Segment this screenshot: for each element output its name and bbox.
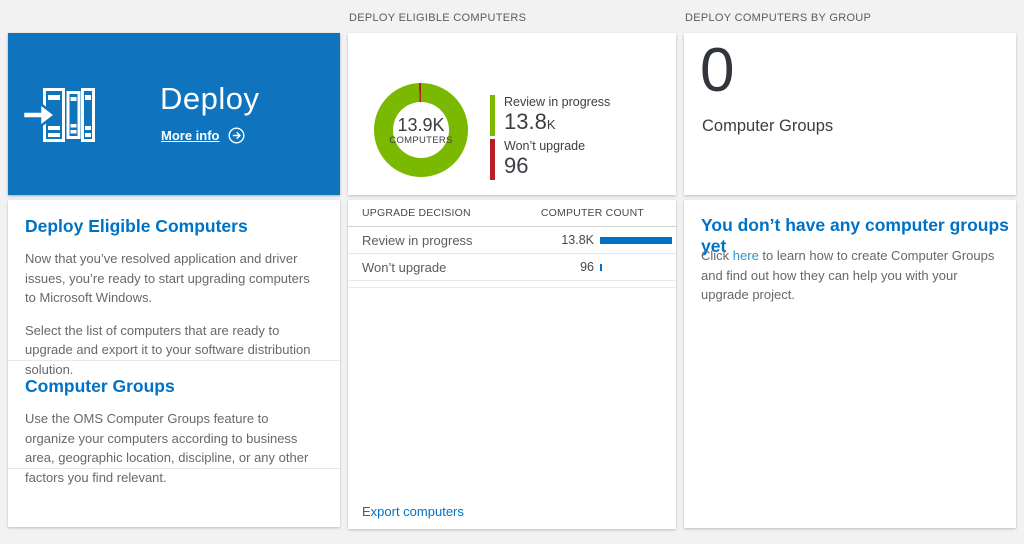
computer-groups-section: Computer Groups Use the OMS Computer Gro…: [8, 360, 339, 500]
section-header-computers-by-group: DEPLOY COMPUTERS BY GROUP: [685, 12, 872, 24]
table-row[interactable]: Won’t upgrade 96: [348, 254, 676, 281]
more-info-link[interactable]: More info: [161, 127, 245, 144]
arrow-circle-icon: [227, 127, 245, 144]
legend-label: Won’t upgrade: [504, 139, 586, 153]
computer-groups-summary-card[interactable]: 0 Computer Groups: [684, 33, 1016, 195]
deploy-eligible-paragraph-1: Now that you’ve resolved application and…: [25, 251, 310, 305]
row-count: 96: [580, 260, 594, 274]
eligible-computers-summary-card[interactable]: 13.9K COMPUTERS Review in progress 13.8K…: [348, 33, 676, 195]
computer-groups-count-label: Computer Groups: [702, 117, 834, 135]
legend-value: 13.8K: [504, 109, 556, 134]
text-after-link: to learn how to create Computer Groups a…: [701, 248, 995, 302]
legend-swatch-red: [490, 139, 495, 180]
computer-groups-count: 0: [700, 36, 735, 105]
here-link[interactable]: here: [732, 248, 759, 263]
deploy-info-card: Deploy Eligible Computers Now that you’v…: [8, 200, 340, 527]
deploy-arrow-books-icon: [23, 88, 95, 142]
donut-center: 13.9K COMPUTERS: [389, 102, 452, 158]
computer-groups-paragraph: Use the OMS Computer Groups feature to o…: [25, 411, 309, 485]
no-computer-groups-heading: You don’t have any computer groups yet: [701, 215, 1009, 256]
count-bar: [600, 236, 672, 244]
row-label: Won’t upgrade: [362, 259, 447, 275]
deploy-eligible-computers-heading: Deploy Eligible Computers: [25, 216, 248, 236]
no-computer-groups-text: Click here to learn how to create Comput…: [701, 246, 1003, 305]
column-header-upgrade-decision: UPGRADE DECISION: [362, 207, 471, 219]
section-header-eligible-computers: DEPLOY ELIGIBLE COMPUTERS: [349, 12, 527, 24]
export-computers-link[interactable]: Export computers: [362, 504, 464, 519]
section-divider: [8, 360, 340, 361]
section-divider: [8, 468, 340, 469]
table-header-row: UPGRADE DECISION COMPUTER COUNT: [348, 200, 676, 227]
deploy-eligible-computers-section: Deploy Eligible Computers Now that you’v…: [8, 200, 340, 379]
legend-item-wont-upgrade: Won’t upgrade 96: [490, 139, 610, 180]
legend-item-review-in-progress: Review in progress 13.8K: [490, 95, 610, 136]
donut-legend: Review in progress 13.8K Won’t upgrade 9…: [490, 95, 610, 183]
row-count: 13.8K: [561, 233, 594, 247]
table-row[interactable]: Review in progress 13.8K: [348, 227, 676, 254]
legend-swatch-green: [490, 95, 495, 136]
deploy-tile[interactable]: Deploy More info: [8, 33, 340, 195]
table-end-divider: [348, 287, 676, 288]
count-bar: [600, 263, 602, 271]
count-bar-track: [600, 263, 672, 271]
legend-value: 96: [504, 153, 529, 178]
more-info-label: More info: [161, 128, 220, 143]
computer-groups-empty-card: You don’t have any computer groups yet C…: [684, 200, 1016, 528]
deploy-eligible-paragraph-2: Select the list of computers that are re…: [25, 322, 311, 377]
tile-title: Deploy: [160, 81, 260, 116]
column-header-computer-count: COMPUTER COUNT: [540, 207, 644, 219]
donut-total-label: COMPUTERS: [389, 134, 453, 146]
upgrade-decision-donut-chart: 13.9K COMPUTERS: [374, 83, 468, 177]
upgrade-decision-table-card: UPGRADE DECISION COMPUTER COUNT Review i…: [348, 200, 676, 529]
legend-label: Review in progress: [504, 95, 611, 109]
text-before-link: Click: [701, 248, 733, 263]
count-bar-track: [600, 236, 672, 244]
donut-total-value: 13.9K: [397, 114, 445, 135]
computer-groups-heading: Computer Groups: [25, 376, 175, 396]
row-label: Review in progress: [362, 232, 473, 248]
